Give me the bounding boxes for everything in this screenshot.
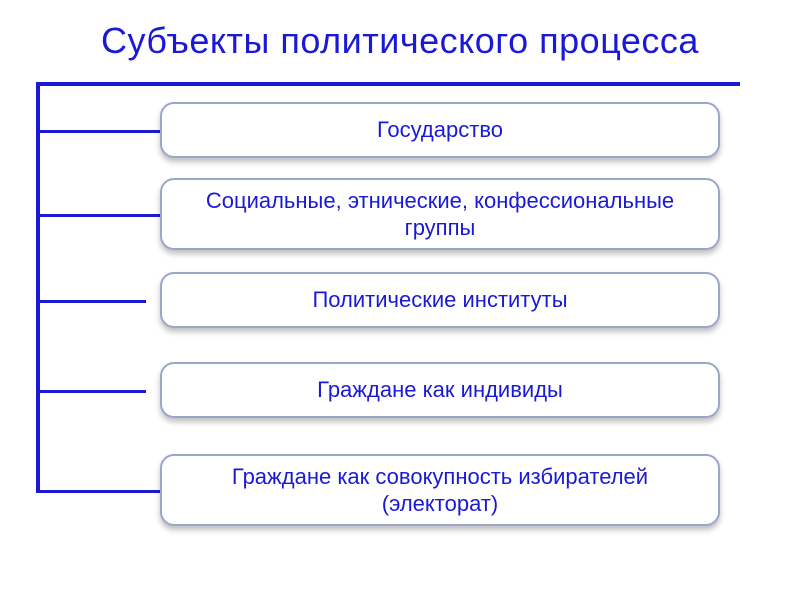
connector-line bbox=[36, 490, 160, 493]
item-box: Граждане как совокупность избирателей (э… bbox=[160, 454, 720, 526]
item-box: Государство bbox=[160, 102, 720, 158]
item-box: Социальные, этнические, конфессиональные… bbox=[160, 178, 720, 250]
item-label: Граждане как индивиды bbox=[317, 376, 563, 404]
item-label: Политические институты bbox=[312, 286, 567, 314]
connector-line bbox=[36, 214, 160, 217]
connector-line bbox=[36, 130, 160, 133]
item-label: Граждане как совокупность избирателей (э… bbox=[180, 463, 700, 518]
item-box: Политические институты bbox=[160, 272, 720, 328]
bracket-top-line bbox=[36, 82, 740, 86]
connector-line bbox=[36, 300, 146, 303]
item-label: Государство bbox=[377, 116, 503, 144]
bracket-vertical-line bbox=[36, 82, 40, 492]
item-label: Социальные, этнические, конфессиональные… bbox=[180, 187, 700, 242]
diagram-title: Субъекты политического процесса bbox=[0, 0, 800, 62]
diagram-area: Государство Социальные, этнические, конф… bbox=[0, 82, 800, 582]
item-box: Граждане как индивиды bbox=[160, 362, 720, 418]
connector-line bbox=[36, 390, 146, 393]
